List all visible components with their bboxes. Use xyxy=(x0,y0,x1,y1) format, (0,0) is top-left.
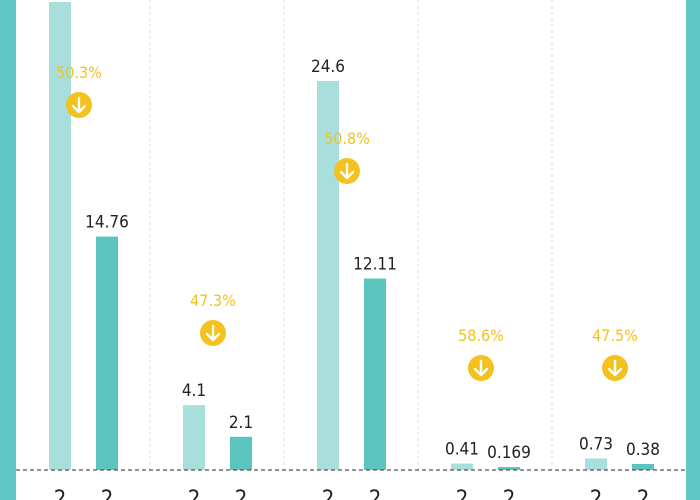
x-tick-label: 2 xyxy=(54,487,67,500)
change-percent-label: 50.3% xyxy=(56,63,102,82)
arrow-down-circle-icon xyxy=(468,355,494,381)
bar xyxy=(585,458,607,470)
bar xyxy=(317,81,339,470)
bar xyxy=(230,436,252,470)
arrow-down-circle-icon xyxy=(602,355,628,381)
arrow-down-circle-icon xyxy=(200,320,226,346)
bar xyxy=(49,2,71,470)
right-frame-border xyxy=(686,0,700,500)
change-percent-label: 47.3% xyxy=(190,291,236,310)
bar-value-label: 0.73 xyxy=(579,434,613,454)
x-tick-label: 2 xyxy=(503,487,516,500)
bar-value-label: 0.169 xyxy=(487,443,531,463)
bar xyxy=(632,463,654,470)
x-tick-label: 2 xyxy=(188,487,201,500)
bar-value-label: 4.1 xyxy=(182,381,206,401)
x-tick-label: 2 xyxy=(590,487,603,500)
arrow-down-circle-icon xyxy=(334,158,360,184)
left-frame-border xyxy=(0,0,16,500)
bar xyxy=(498,467,520,470)
x-tick-label: 2 xyxy=(101,487,114,500)
bar-value-label: 24.6 xyxy=(311,57,345,77)
arrow-down-circle-icon xyxy=(66,92,92,118)
bar-value-label: 0.41 xyxy=(445,440,479,460)
bar-value-label: 2.1 xyxy=(229,413,253,433)
change-percent-label: 50.8% xyxy=(324,129,370,148)
bar-value-label: 0.38 xyxy=(626,440,660,460)
bar xyxy=(451,463,473,470)
x-tick-label: 2 xyxy=(369,487,382,500)
bar-value-label: 12.11 xyxy=(353,255,397,275)
change-percent-label: 58.6% xyxy=(458,326,504,345)
bar-value-label: 14.76 xyxy=(85,213,129,233)
change-percent-label: 47.5% xyxy=(592,326,638,345)
bar xyxy=(183,405,205,470)
x-tick-label: 2 xyxy=(322,487,335,500)
bar xyxy=(96,236,118,470)
x-tick-label: 2 xyxy=(456,487,469,500)
bar xyxy=(364,278,386,470)
x-tick-label: 2 xyxy=(235,487,248,500)
x-tick-label: 2 xyxy=(637,487,650,500)
